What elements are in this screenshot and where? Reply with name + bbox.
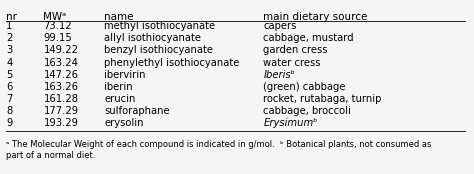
Text: 2: 2: [6, 33, 12, 43]
Text: 4: 4: [6, 58, 12, 68]
Text: allyl isothiocyanate: allyl isothiocyanate: [104, 33, 201, 43]
Text: 161.28: 161.28: [44, 94, 79, 104]
Text: 149.22: 149.22: [44, 45, 79, 56]
Text: methyl isothiocyanate: methyl isothiocyanate: [104, 21, 216, 31]
Text: erysolin: erysolin: [104, 118, 144, 128]
Text: 8: 8: [6, 106, 12, 116]
Text: 3: 3: [6, 45, 12, 56]
Text: 6: 6: [6, 82, 12, 92]
Text: MWᵃ: MWᵃ: [44, 12, 67, 22]
Text: water cress: water cress: [264, 58, 321, 68]
Text: cabbage, mustard: cabbage, mustard: [264, 33, 354, 43]
Text: 9: 9: [6, 118, 12, 128]
Text: ᵃ The Molecular Weight of each compound is indicated in g/mol.  ᵇ Botanical plan: ᵃ The Molecular Weight of each compound …: [6, 140, 431, 160]
Text: erucin: erucin: [104, 94, 136, 104]
Text: capers: capers: [264, 21, 297, 31]
Text: Erysimumᵇ: Erysimumᵇ: [264, 118, 318, 128]
Text: 177.29: 177.29: [44, 106, 79, 116]
Text: cabbage, broccoli: cabbage, broccoli: [264, 106, 351, 116]
Text: 193.29: 193.29: [44, 118, 79, 128]
Text: (green) cabbage: (green) cabbage: [264, 82, 346, 92]
Text: main dietary source: main dietary source: [264, 12, 368, 22]
Text: 1: 1: [6, 21, 12, 31]
Text: ibervirin: ibervirin: [104, 70, 146, 80]
Text: Iberisᵇ: Iberisᵇ: [264, 70, 295, 80]
Text: phenylethyl isothiocyanate: phenylethyl isothiocyanate: [104, 58, 240, 68]
Text: 147.26: 147.26: [44, 70, 79, 80]
Text: benzyl isothiocyanate: benzyl isothiocyanate: [104, 45, 213, 56]
Text: nr: nr: [6, 12, 17, 22]
Text: sulforaphane: sulforaphane: [104, 106, 170, 116]
Text: 163.24: 163.24: [44, 58, 78, 68]
Text: 7: 7: [6, 94, 12, 104]
Text: 73.12: 73.12: [44, 21, 72, 31]
Text: name: name: [104, 12, 134, 22]
Text: 163.26: 163.26: [44, 82, 79, 92]
Text: iberin: iberin: [104, 82, 133, 92]
Text: garden cress: garden cress: [264, 45, 328, 56]
Text: rocket, rutabaga, turnip: rocket, rutabaga, turnip: [264, 94, 382, 104]
Text: 99.15: 99.15: [44, 33, 72, 43]
Text: 5: 5: [6, 70, 12, 80]
